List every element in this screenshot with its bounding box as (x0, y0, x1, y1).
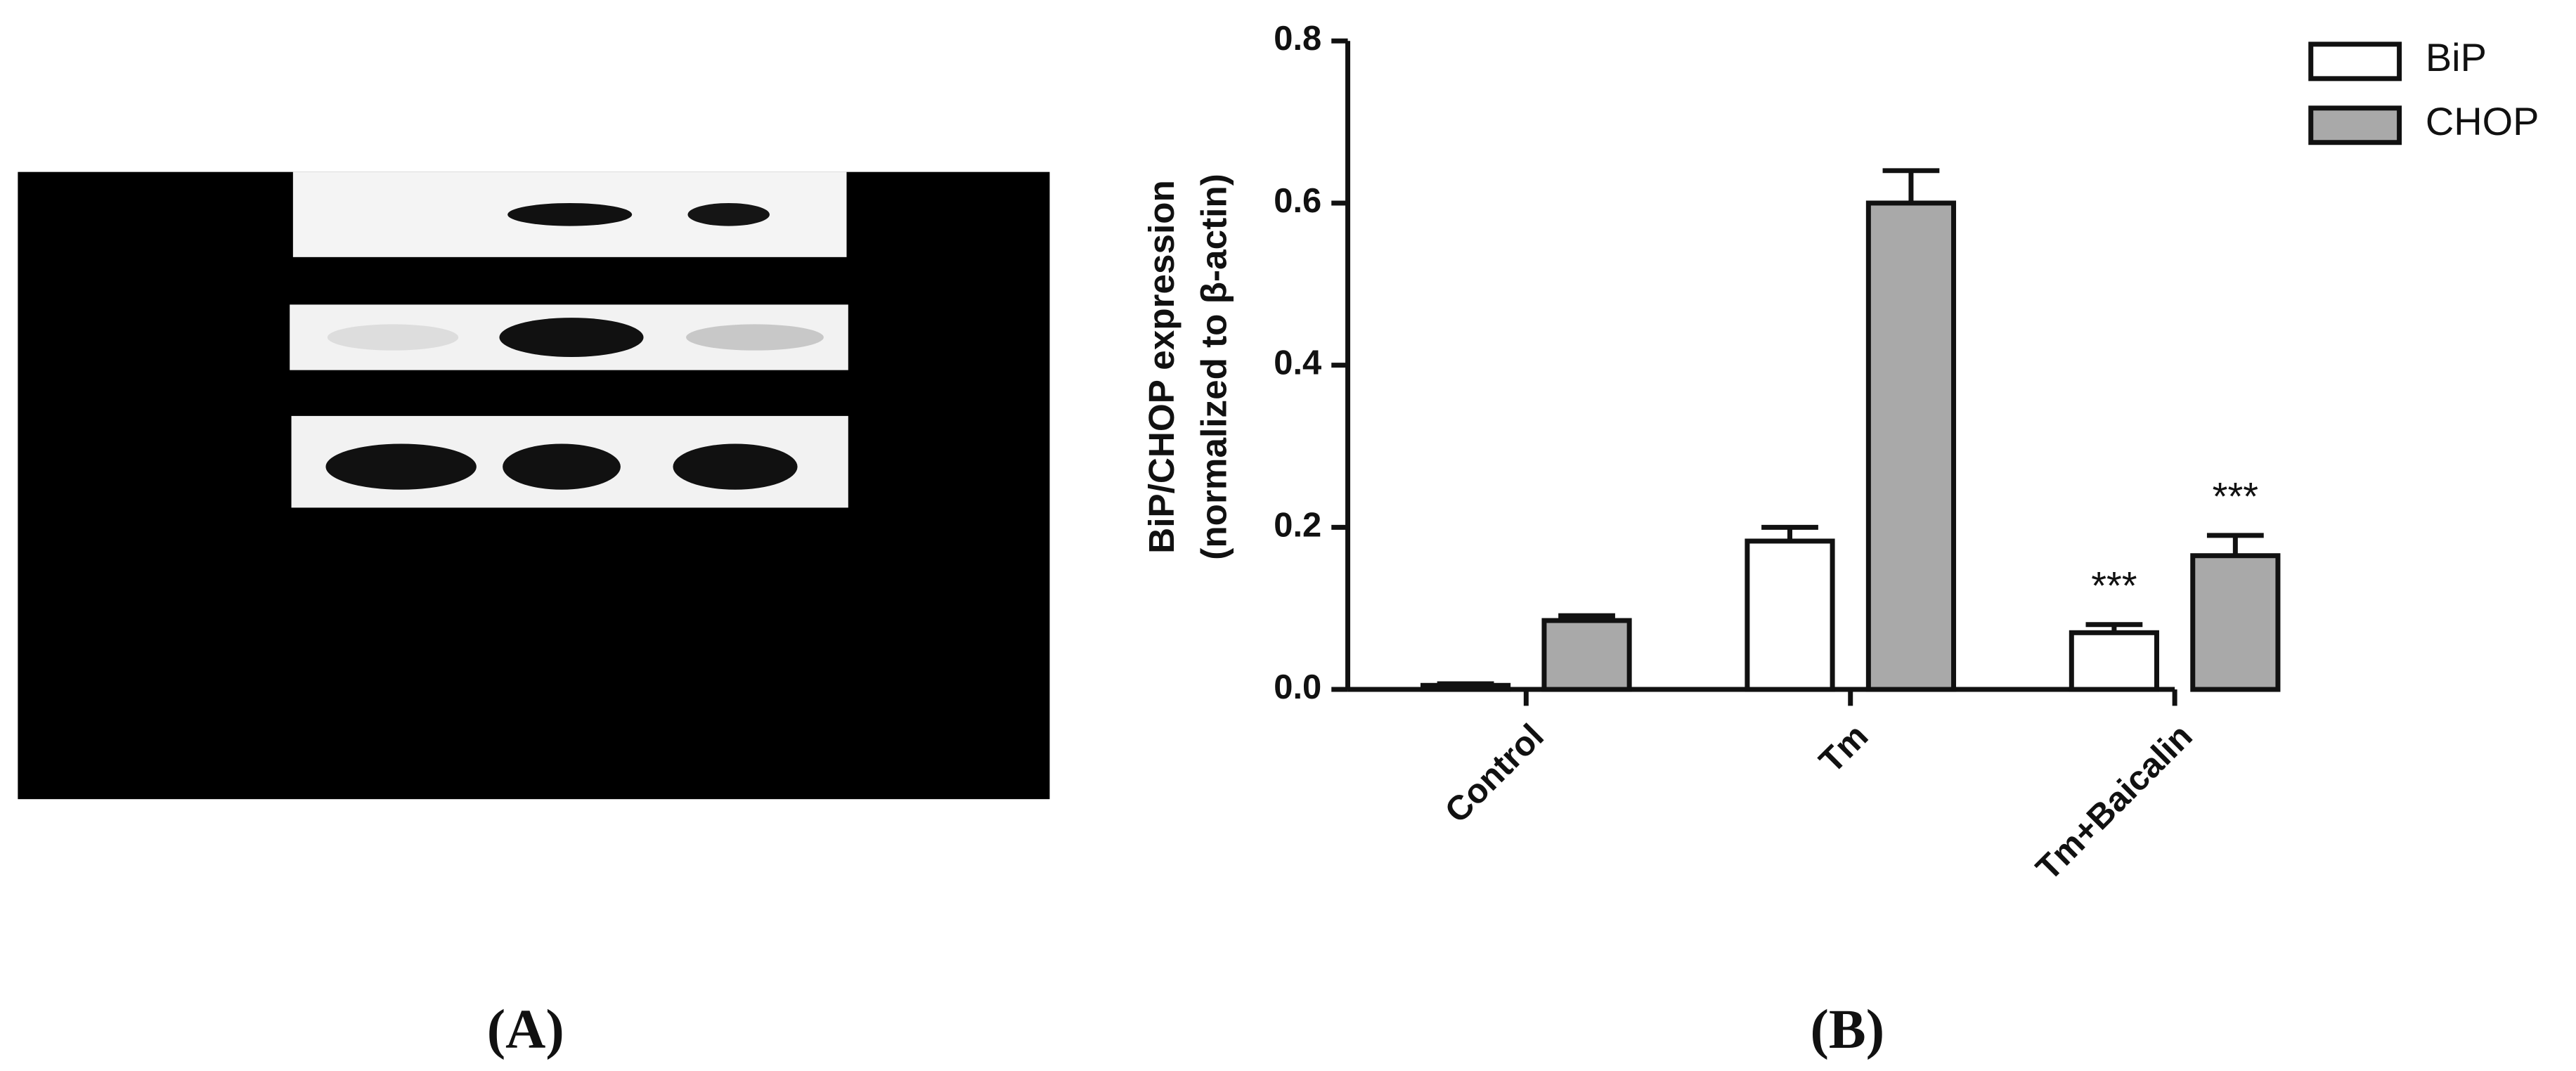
y-tick-label: 0.0 (1274, 668, 1321, 706)
bar (1420, 682, 1511, 692)
legend-label: CHOP (2426, 99, 2539, 143)
y-tick-label: 0.4 (1274, 344, 1321, 382)
legend-swatch (2308, 105, 2402, 145)
blot-band (325, 443, 477, 490)
significance: *** (2213, 474, 2258, 518)
western-blot (18, 171, 1050, 800)
panel-label: (A) (487, 999, 564, 1060)
x-tick-label: Tm+Baicalin (2029, 717, 2200, 888)
y-axis-label: BiP/CHOP expression (1141, 180, 1182, 554)
blot-band (327, 324, 459, 351)
legend-label: BiP (2426, 35, 2487, 79)
blot-band (686, 324, 824, 351)
blot-band (673, 443, 798, 490)
blot-band (499, 318, 644, 357)
y-tick-label: 0.6 (1274, 182, 1321, 220)
bar (2190, 553, 2281, 692)
y-axis-label: (normalized to β-actin) (1194, 174, 1234, 559)
bar (1745, 538, 1835, 692)
blot-band (503, 443, 621, 490)
x-tick-label: Control (1438, 717, 1551, 830)
blot-band (687, 202, 770, 226)
x-tick-label: Tm (1812, 717, 1875, 780)
bar (1865, 200, 1957, 692)
bar (1541, 618, 1632, 692)
y-tick-label: 0.8 (1274, 20, 1321, 58)
significance: *** (2091, 563, 2137, 607)
bar (2069, 630, 2159, 692)
legend-swatch (2308, 41, 2402, 82)
blot-band (507, 202, 633, 226)
y-tick-label: 0.2 (1274, 506, 1321, 544)
panel-label: (B) (1810, 999, 1884, 1060)
